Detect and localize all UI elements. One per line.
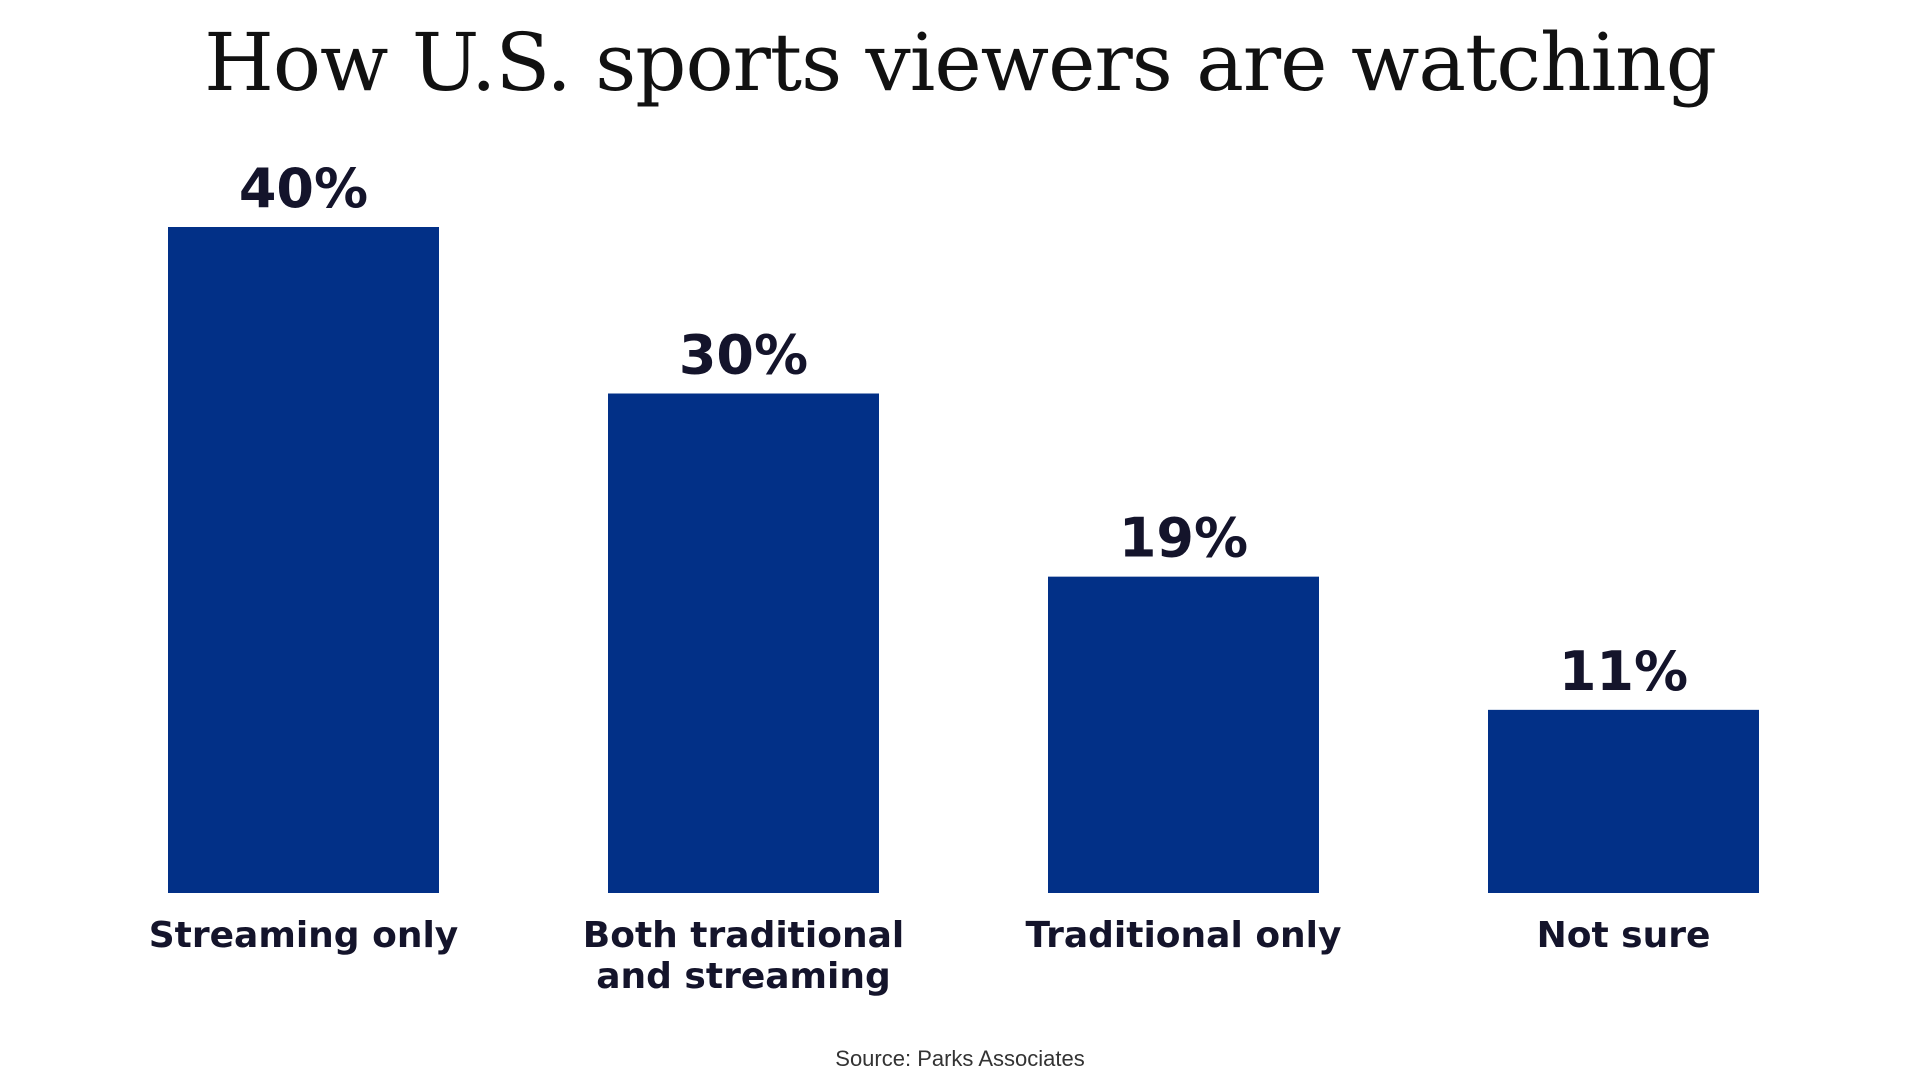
category-label-0: Streaming only xyxy=(149,915,459,956)
bar-3 xyxy=(1488,709,1759,893)
category-labels-group: Streaming only Both traditional and stream… xyxy=(149,915,1711,997)
category-label-line: Both traditional xyxy=(583,915,904,956)
category-label-line: Traditional only xyxy=(1025,915,1341,956)
source-note: Source: Parks Associates xyxy=(835,1046,1085,1071)
bar-0 xyxy=(168,227,439,893)
category-label-line: Streaming only xyxy=(149,915,459,956)
value-labels-group: 40% 30% 19% 11% xyxy=(239,157,1688,703)
value-label-2: 19% xyxy=(1119,507,1248,570)
category-label-line: and streaming xyxy=(596,956,891,997)
category-label-1: Both traditional and streaming xyxy=(583,915,904,997)
chart-title: How U.S. sports viewers are watching xyxy=(204,16,1717,109)
value-label-3: 11% xyxy=(1559,640,1688,703)
bars-group xyxy=(168,227,1759,893)
category-label-3: Not sure xyxy=(1537,915,1711,956)
category-label-2: Traditional only xyxy=(1025,915,1341,956)
category-label-line: Not sure xyxy=(1537,915,1711,956)
value-label-0: 40% xyxy=(239,157,368,220)
bar-2 xyxy=(1048,576,1319,893)
value-label-1: 30% xyxy=(679,324,808,387)
bar-1 xyxy=(608,393,879,893)
